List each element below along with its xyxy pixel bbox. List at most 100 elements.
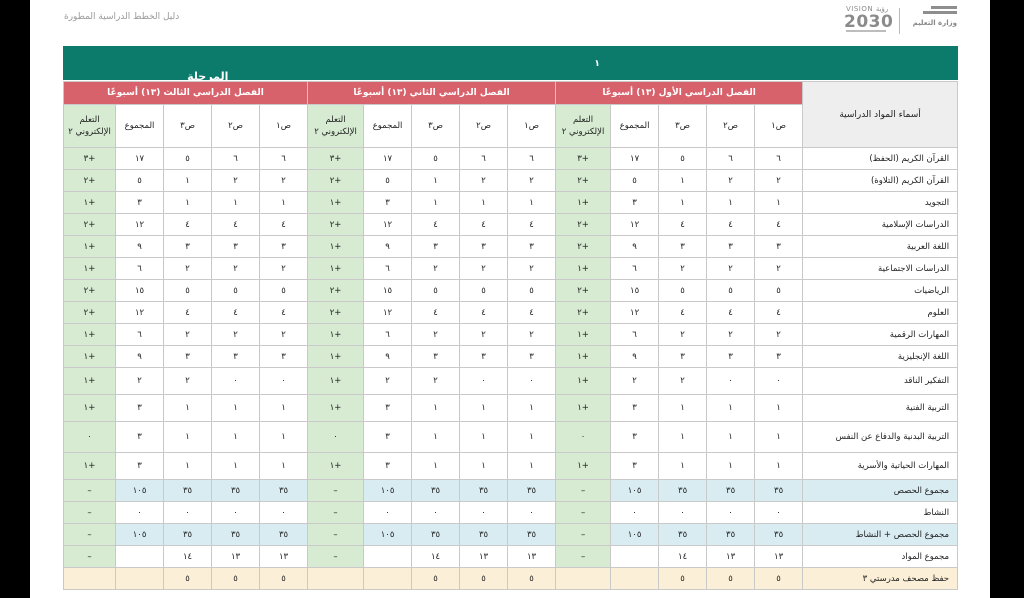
table-cell: ٠ [754,501,804,524]
table-cell: ١٥ [115,279,165,302]
table-cell: +٣ [307,147,365,170]
table-cell: ١ [411,394,461,422]
table-cell: ١ [163,394,213,422]
column-header: ص٢ [459,104,509,148]
table-cell: ١ [507,191,557,214]
table-cell: ٣٥ [507,523,557,546]
table-cell: ٣٥ [211,479,261,502]
semester-1-title: الفصل الدراسي الأول (١٣) أسبوعًا [555,81,804,105]
table-cell: ١ [411,191,461,214]
table-cell: ٤ [163,301,213,324]
table-cell: ٤ [411,213,461,236]
table-cell: ١٧ [363,147,413,170]
table-cell: ٤ [163,213,213,236]
table-cell [610,545,660,568]
table-cell: – [62,479,117,502]
table-cell: ٠ [706,501,756,524]
table-cell [115,545,165,568]
table-cell: ٣٥ [706,479,756,502]
table-cell: +٢ [62,169,117,192]
table-row: التربية الفنية ١ ١ ١ ٣ +١ ١ ١ ١ ٣ +١ ١ ١ ١ ٣ +١ [62,394,959,422]
table-cell: +١ [555,367,612,395]
table-cell: ٣ [507,235,557,258]
table-cell: ٢ [115,367,165,395]
table-cell: ٣ [610,191,660,214]
table-cell: ٢ [211,257,261,280]
table-cell: ٣٥ [259,479,309,502]
table-cell: ٦ [115,257,165,280]
table-cell: ٦ [363,323,413,346]
table-cell: ٥ [211,567,261,590]
table-row: القرآن الكريم (الحفظ) ٦ ٦ ٥ ١٧ +٣ ٦ ٦ ٥ ١٧ +٣ ٦ ٦ ٥ ١٧… [62,147,959,170]
table-cell: +٢ [62,213,117,236]
subject-name: العلوم [802,301,959,324]
table-cell: ٠ [459,367,509,395]
table-cell: ٣ [163,235,213,258]
column-header: ص٢ [211,104,261,148]
table-cell: ٢ [411,257,461,280]
table-cell: ٣ [754,235,804,258]
table-cell: – [62,523,117,546]
table-row: اللغة الإنجليزية ٣ ٣ ٣ ٩ +١ ٣ ٣ ٣ ٩ +١ ٣ ٣ ٣ ٩ +١ [62,345,959,368]
table-cell: ٩ [363,235,413,258]
table-cell: ٢ [706,323,756,346]
column-header: ص١ [754,104,804,148]
table-cell: ١٢ [610,301,660,324]
table-cell: ١ [459,394,509,422]
table-cell: ٣ [363,452,413,480]
semester-2-title: الفصل الدراسي الثاني (١٣) أسبوعًا [307,81,557,105]
table-cell: ١٥ [610,279,660,302]
table-cell: ١ [507,452,557,480]
table-row: التفكير الناقد ٠ ٠ ٢ ٢ +١ ٠ ٠ ٢ ٢ +١ ٠ ٠ ٢ ٢ +١ [62,367,959,395]
table-cell: ٠ [706,367,756,395]
table-cell: ١ [658,394,708,422]
table-cell: ٢ [754,169,804,192]
table-row: التجويد ١ ١ ١ ٣ +١ ١ ١ ١ ٣ +١ ١ ١ ١ ٣ +١ [62,191,959,214]
table-cell: ٤ [507,301,557,324]
table-cell: – [62,545,117,568]
subject-name: التجويد [802,191,959,214]
subject-name: المهارات الرقمية [802,323,959,346]
table-cell: ٤ [211,301,261,324]
table-row: القرآن الكريم (التلاوة) ٢ ٢ ١ ٥ +٢ ٢ ٢ ١ ٥ +٢ ٢ ٢ ١ ٥ +… [62,169,959,192]
table-cell: ٣ [610,452,660,480]
guide-title: دليل الخطط الدراسية المطورة [64,12,180,22]
table-cell: ١٣ [706,545,756,568]
table-body: القرآن الكريم (الحفظ) ٦ ٦ ٥ ١٧ +٣ ٦ ٦ ٥ ١٧ +٣ ٦ ٦ ٥ ١٧… [62,147,959,590]
semester-3-title: الفصل الدراسي الثالث (١٣) أسبوعًا [62,81,309,105]
vision-2030-logo: VISION رؤية 2030 [844,5,893,35]
table-cell: ٥ [706,567,756,590]
table-cell: ٣ [459,345,509,368]
table-cell: ١٠٥ [610,523,660,546]
table-cell [307,567,365,590]
table-cell: ١٢ [610,213,660,236]
table-cell: – [307,545,365,568]
table-cell: – [307,523,365,546]
study-plan-table: أسماء المواد الدراسية الفصل الدراسي الأو… [62,81,959,590]
logo-divider [899,8,900,34]
table-cell: ٢ [211,169,261,192]
table-cell: ٣٥ [211,523,261,546]
table-cell: +١ [62,345,117,368]
table-cell: ١٢ [363,301,413,324]
table-cell: ١٣ [459,545,509,568]
table-cell: ١ [211,421,261,453]
subject-name: الرياضيات [802,279,959,302]
table-row: المهارات الرقمية ٢ ٢ ٢ ٦ +١ ٢ ٢ ٢ ٦ +١ ٢ ٢ ٢ ٦ +١ [62,323,959,346]
table-cell: ٣ [211,235,261,258]
table-cell: ١٧ [115,147,165,170]
table-cell: +١ [555,191,612,214]
table-cell: ٣ [459,235,509,258]
table-cell: +١ [307,191,365,214]
column-header: ص١ [259,104,309,148]
table-cell [115,567,165,590]
table-cell: ٤ [754,301,804,324]
column-header: ص٣ [658,104,708,148]
table-cell: ٣ [363,394,413,422]
table-cell: ١٣ [507,545,557,568]
ministry-logo: وزارة التعليم [905,6,957,36]
table-cell: ١٠٥ [363,523,413,546]
table-cell: ١ [211,191,261,214]
table-cell: +٢ [307,279,365,302]
